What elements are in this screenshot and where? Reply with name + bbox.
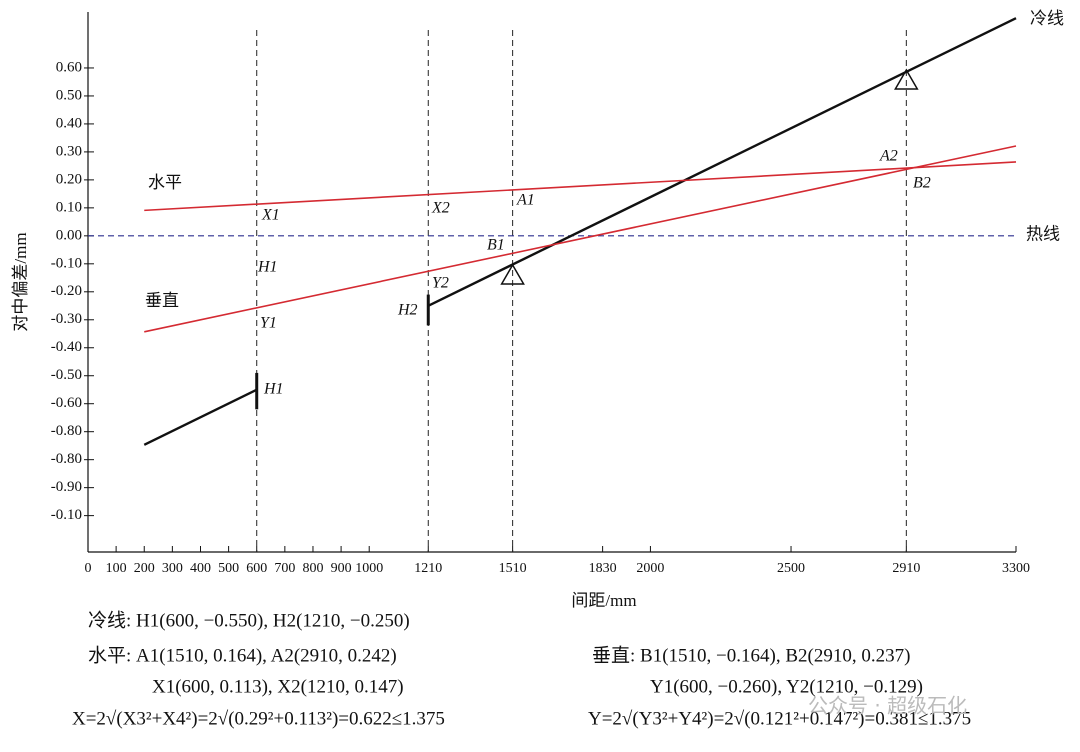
y-tick-label: -0.30 bbox=[51, 311, 82, 327]
note: 水平: A1(1510, 0.164), A2(2910, 0.242) bbox=[88, 644, 397, 666]
y-tick-label: -0.40 bbox=[51, 339, 82, 355]
annotation: A2 bbox=[879, 148, 898, 165]
note: X=2√(X3²+X4²)=2√(0.29²+0.113²)=0.622≤1.3… bbox=[72, 708, 445, 729]
y-tick-label: -0.80 bbox=[51, 451, 82, 467]
x-tick-label: 400 bbox=[190, 561, 211, 576]
y-tick-label: 0.10 bbox=[56, 199, 82, 215]
x-axis-label: 间距/mm bbox=[571, 591, 636, 610]
note: 冷线: H1(600, −0.550), H2(1210, −0.250) bbox=[88, 609, 410, 631]
annotation: Y1 bbox=[260, 315, 277, 332]
x-tick-label: 900 bbox=[331, 561, 352, 576]
series-line bbox=[144, 161, 1017, 212]
y-tick-label: 0.00 bbox=[56, 227, 82, 243]
note: 垂直: B1(1510, −0.164), B2(2910, 0.237) bbox=[592, 644, 910, 666]
x-tick-label: 600 bbox=[246, 561, 267, 576]
y-tick-label: 0.60 bbox=[56, 59, 82, 75]
x-tick-label: 500 bbox=[218, 561, 239, 576]
x-tick-label: 1830 bbox=[589, 561, 617, 576]
annotation: A1 bbox=[516, 192, 535, 209]
x-tick-label: 2910 bbox=[892, 561, 920, 576]
y-tick-label: -0.60 bbox=[51, 395, 82, 411]
annotation: B1 bbox=[487, 237, 505, 254]
x-tick-label: 3300 bbox=[1002, 561, 1030, 576]
y-tick-label: -0.10 bbox=[51, 255, 82, 271]
note: Y=2√(Y3²+Y4²)=2√(0.121²+0.147²)=0.381≤1.… bbox=[588, 708, 971, 729]
series-line bbox=[144, 145, 1017, 333]
x-tick-label: 200 bbox=[134, 561, 155, 576]
triangle-marker bbox=[500, 263, 525, 285]
y-tick-label: 0.40 bbox=[56, 115, 82, 131]
y-tick-label: 0.20 bbox=[56, 171, 82, 187]
annotation: Y2 bbox=[432, 275, 449, 292]
x-tick-label: 1210 bbox=[414, 561, 442, 576]
y-tick-label: 0.30 bbox=[56, 143, 82, 159]
annotation: X2 bbox=[431, 200, 450, 217]
watermark: 公众号 · 超级石化 bbox=[808, 694, 967, 718]
series-label: 水平 bbox=[148, 173, 182, 192]
hot-line-label: 热线 bbox=[1026, 225, 1060, 244]
x-tick-label: 0 bbox=[85, 561, 92, 576]
x-tick-label: 1510 bbox=[499, 561, 527, 576]
x-tick-label: 2000 bbox=[636, 561, 664, 576]
x-tick-label: 300 bbox=[162, 561, 183, 576]
x-tick-label: 2500 bbox=[777, 561, 805, 576]
x-tick-label: 800 bbox=[302, 561, 323, 576]
y-tick-label: 0.50 bbox=[56, 87, 82, 103]
annotation: B2 bbox=[913, 175, 931, 192]
x-tick-label: 700 bbox=[274, 561, 295, 576]
y-tick-label: -0.90 bbox=[51, 479, 82, 495]
series-label: 冷线 bbox=[1030, 9, 1064, 28]
note: Y1(600, −0.260), Y2(1210, −0.129) bbox=[650, 676, 923, 697]
triangle-marker bbox=[894, 68, 919, 90]
x-tick-label: 1000 bbox=[355, 561, 383, 576]
annotation: X1 bbox=[261, 207, 280, 224]
x-tick-label: 100 bbox=[106, 561, 127, 576]
y-tick-label: -0.50 bbox=[51, 367, 82, 383]
series-line bbox=[427, 17, 1017, 307]
series-label: 垂直 bbox=[145, 291, 179, 310]
y-tick-label: -0.80 bbox=[51, 423, 82, 439]
annotation: H2 bbox=[397, 302, 418, 319]
y-tick-label: -0.10 bbox=[51, 507, 82, 523]
series-line bbox=[143, 388, 258, 446]
annotation: H1 bbox=[263, 381, 284, 398]
note: X1(600, 0.113), X2(1210, 0.147) bbox=[152, 676, 404, 697]
y-tick-label: -0.20 bbox=[51, 283, 82, 299]
annotation: H1 bbox=[257, 259, 278, 276]
y-axis-label: 对中偏差/mm bbox=[11, 232, 30, 331]
